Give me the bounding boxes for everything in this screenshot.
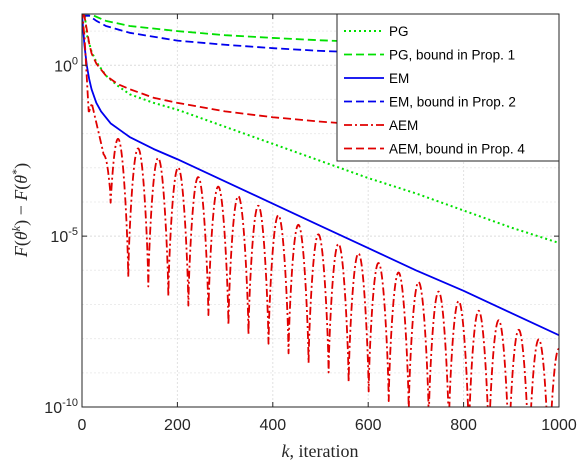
legend-label: AEM, bound in Prop. 4 [389, 142, 525, 157]
y-tick-label: 10-5 [50, 226, 78, 246]
y-axis-label: F(θk) − F(θ*) [9, 163, 32, 258]
legend-label: EM [389, 71, 409, 86]
series-line-em [82, 14, 559, 337]
x-tick-label: 600 [355, 417, 382, 434]
legend: PG PG, bound in Prop. 1 EM EM, bound in Pro… [336, 13, 560, 162]
legend-label: PG [389, 24, 409, 39]
y-tick-labels: 100 10-5 10-10 [44, 55, 78, 417]
x-tick-label: 800 [450, 417, 477, 434]
legend-label: PG, bound in Prop. 1 [389, 48, 515, 63]
x-tick-label: 0 [78, 417, 87, 434]
x-axis-label: k, iteration [282, 441, 359, 461]
series-line-pg [83, 14, 559, 244]
y-tick-label: 10-10 [44, 397, 78, 417]
axis-ticks [81, 14, 560, 408]
legend-box [336, 13, 560, 162]
legend-items: PG PG, bound in Prop. 1 EM EM, bound in Pro… [344, 24, 525, 157]
x-tick-labels: 0 200 400 600 800 1000 [78, 417, 577, 434]
legend-label: EM, bound in Prop. 2 [389, 95, 516, 110]
series-line-aem [82, 14, 559, 407]
x-tick-label: 400 [259, 417, 286, 434]
x-tick-label: 1000 [541, 417, 577, 434]
x-tick-label: 200 [164, 417, 191, 434]
plot-frame [81, 13, 560, 408]
series-line-pg-bound-in-prop-1 [82, 14, 559, 48]
y-tick-label: 100 [54, 55, 78, 75]
legend-label: AEM [389, 118, 418, 133]
